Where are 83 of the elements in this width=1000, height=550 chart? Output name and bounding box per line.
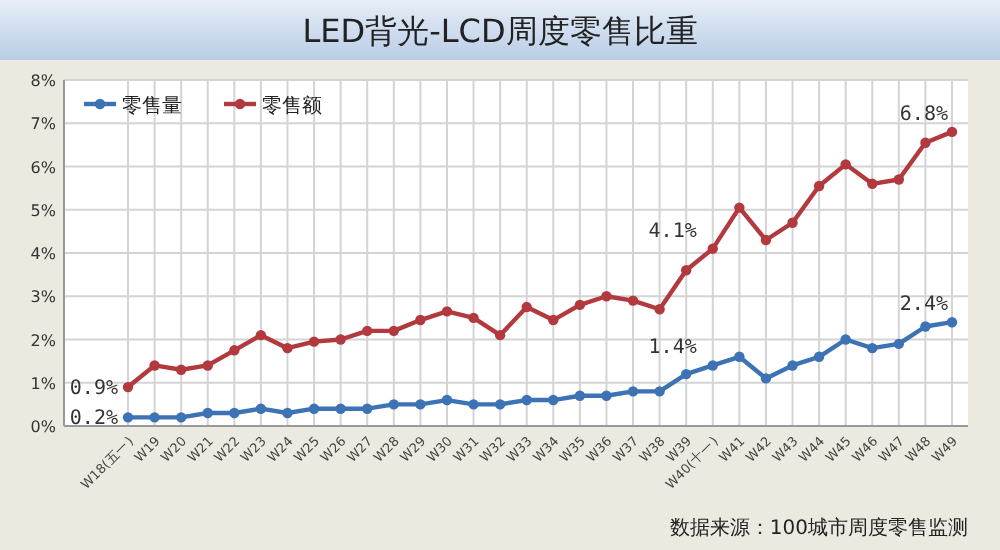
point xyxy=(946,126,958,138)
point xyxy=(548,394,559,406)
point xyxy=(654,304,665,315)
data-label: 4.1% xyxy=(648,220,697,243)
point xyxy=(813,180,825,192)
point xyxy=(282,407,293,419)
legend-label: 零售额 xyxy=(262,94,322,118)
point xyxy=(840,334,851,345)
point xyxy=(362,403,373,414)
point xyxy=(122,412,134,423)
y-tick-label: 8% xyxy=(30,72,57,90)
point xyxy=(680,265,692,276)
point xyxy=(680,368,692,380)
point xyxy=(787,360,798,371)
point xyxy=(494,399,506,410)
legend-label: 零售量 xyxy=(122,94,182,118)
point xyxy=(601,291,612,302)
point xyxy=(202,360,213,371)
source-note: 数据来源：100城市周度零售监测 xyxy=(669,516,968,540)
point xyxy=(229,345,240,356)
point xyxy=(415,314,426,326)
point xyxy=(893,338,905,350)
y-tick-label: 0% xyxy=(30,418,57,436)
point xyxy=(388,325,400,337)
point xyxy=(521,394,532,406)
point xyxy=(813,351,825,362)
point xyxy=(308,336,320,347)
y-tick-label: 3% xyxy=(30,288,57,307)
y-tick-label: 5% xyxy=(30,201,57,220)
point xyxy=(893,174,905,185)
y-tick-label: 2% xyxy=(30,331,57,350)
chart-title: LED背光-LCD周度零售比重 xyxy=(302,12,698,50)
point xyxy=(335,403,346,414)
point xyxy=(867,178,878,189)
point xyxy=(441,394,453,406)
data-label: 2.4% xyxy=(899,294,948,317)
point xyxy=(840,159,851,170)
point xyxy=(946,317,958,328)
point xyxy=(149,360,160,371)
point xyxy=(149,412,160,423)
point xyxy=(308,403,320,414)
point xyxy=(468,312,479,324)
point xyxy=(548,314,559,326)
point xyxy=(202,407,213,419)
point xyxy=(707,243,718,254)
point xyxy=(920,321,931,332)
point xyxy=(335,334,346,345)
point xyxy=(282,342,293,354)
point xyxy=(229,407,240,419)
point xyxy=(707,360,718,371)
point xyxy=(468,399,479,410)
point xyxy=(734,202,745,213)
point xyxy=(255,403,267,414)
y-tick-label: 4% xyxy=(30,245,57,263)
point xyxy=(654,386,665,397)
point xyxy=(388,399,400,410)
point xyxy=(760,234,772,246)
point xyxy=(175,412,187,423)
y-tick-label: 6% xyxy=(30,158,57,177)
y-tick-label: 7% xyxy=(30,115,57,134)
point xyxy=(255,329,267,341)
point xyxy=(601,390,612,401)
data-label: 0.9% xyxy=(69,378,118,401)
point xyxy=(867,342,878,354)
point xyxy=(920,137,931,148)
point xyxy=(574,390,586,401)
data-label: 1.4% xyxy=(648,337,697,360)
point xyxy=(415,399,426,410)
point xyxy=(175,364,187,375)
point xyxy=(734,351,745,362)
y-tick-label: 1% xyxy=(30,374,57,393)
point xyxy=(627,386,639,397)
point xyxy=(760,373,772,384)
point xyxy=(362,325,373,337)
data-label: 0.2% xyxy=(69,408,118,431)
point xyxy=(521,301,532,313)
point xyxy=(122,381,134,393)
point xyxy=(574,299,586,311)
data-label: 6.8% xyxy=(899,103,948,126)
point xyxy=(494,329,506,341)
point xyxy=(441,306,453,317)
point xyxy=(627,295,639,306)
point xyxy=(787,217,798,228)
